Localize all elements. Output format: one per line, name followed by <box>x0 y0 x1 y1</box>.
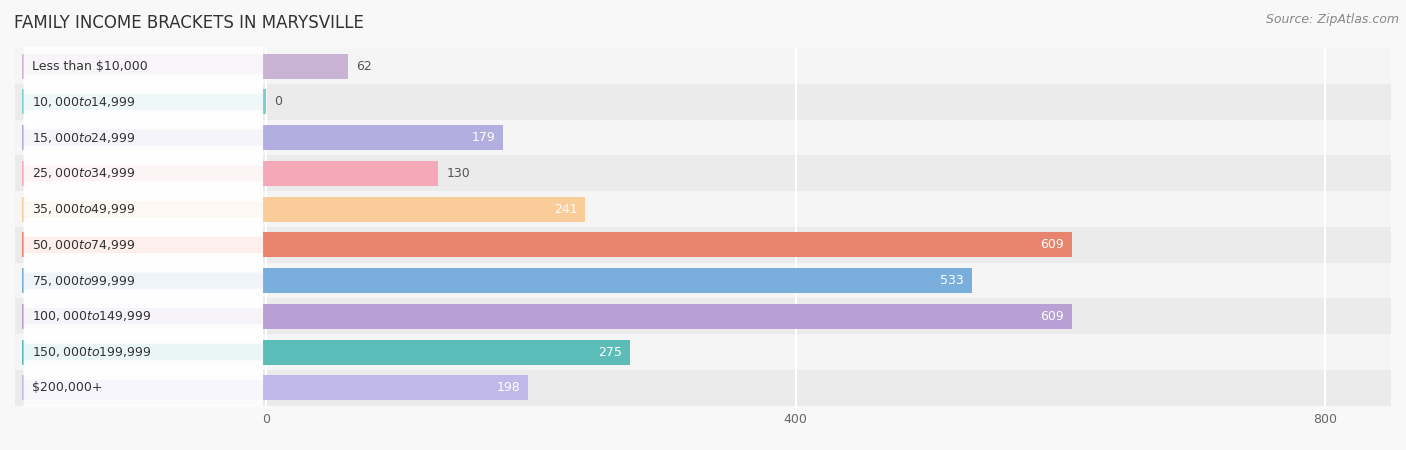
Bar <box>21 232 1073 257</box>
Bar <box>15 84 1391 120</box>
FancyBboxPatch shape <box>24 253 263 308</box>
Bar <box>15 298 1391 334</box>
Text: 198: 198 <box>496 381 520 394</box>
Bar <box>15 120 1391 156</box>
Text: 275: 275 <box>599 346 623 359</box>
Text: Less than $10,000: Less than $10,000 <box>32 60 148 72</box>
Bar <box>21 304 1073 329</box>
Bar <box>15 263 1391 298</box>
Bar <box>15 334 1391 370</box>
FancyBboxPatch shape <box>24 110 263 165</box>
Text: FAMILY INCOME BRACKETS IN MARYSVILLE: FAMILY INCOME BRACKETS IN MARYSVILLE <box>14 14 364 32</box>
FancyBboxPatch shape <box>24 39 263 94</box>
Text: $75,000 to $99,999: $75,000 to $99,999 <box>32 274 136 288</box>
Text: Source: ZipAtlas.com: Source: ZipAtlas.com <box>1265 14 1399 27</box>
Bar <box>21 54 349 79</box>
Text: $35,000 to $49,999: $35,000 to $49,999 <box>32 202 136 216</box>
Text: $150,000 to $199,999: $150,000 to $199,999 <box>32 345 152 359</box>
Text: 130: 130 <box>446 167 470 180</box>
Bar <box>21 161 439 186</box>
Text: $25,000 to $34,999: $25,000 to $34,999 <box>32 166 136 180</box>
Text: 533: 533 <box>939 274 963 287</box>
Text: 609: 609 <box>1040 238 1064 252</box>
Text: 179: 179 <box>471 131 495 144</box>
FancyBboxPatch shape <box>24 217 263 272</box>
Text: $200,000+: $200,000+ <box>32 381 103 394</box>
Text: 609: 609 <box>1040 310 1064 323</box>
Text: $10,000 to $14,999: $10,000 to $14,999 <box>32 95 136 109</box>
Text: 241: 241 <box>554 202 578 216</box>
FancyBboxPatch shape <box>24 324 263 380</box>
Bar <box>15 191 1391 227</box>
Bar <box>15 370 1391 405</box>
Bar <box>21 340 630 364</box>
Bar <box>21 268 972 293</box>
Text: 0: 0 <box>274 95 283 108</box>
Text: $100,000 to $149,999: $100,000 to $149,999 <box>32 309 152 323</box>
Bar <box>15 48 1391 84</box>
Bar <box>15 156 1391 191</box>
Bar <box>15 227 1391 263</box>
Text: $50,000 to $74,999: $50,000 to $74,999 <box>32 238 136 252</box>
FancyBboxPatch shape <box>24 360 263 415</box>
Bar <box>21 197 585 221</box>
Bar <box>21 90 266 114</box>
Bar <box>21 125 503 150</box>
FancyBboxPatch shape <box>24 289 263 344</box>
Text: 62: 62 <box>356 60 373 72</box>
FancyBboxPatch shape <box>24 146 263 201</box>
FancyBboxPatch shape <box>24 74 263 130</box>
Bar <box>21 375 529 401</box>
Text: $15,000 to $24,999: $15,000 to $24,999 <box>32 130 136 144</box>
FancyBboxPatch shape <box>24 181 263 237</box>
